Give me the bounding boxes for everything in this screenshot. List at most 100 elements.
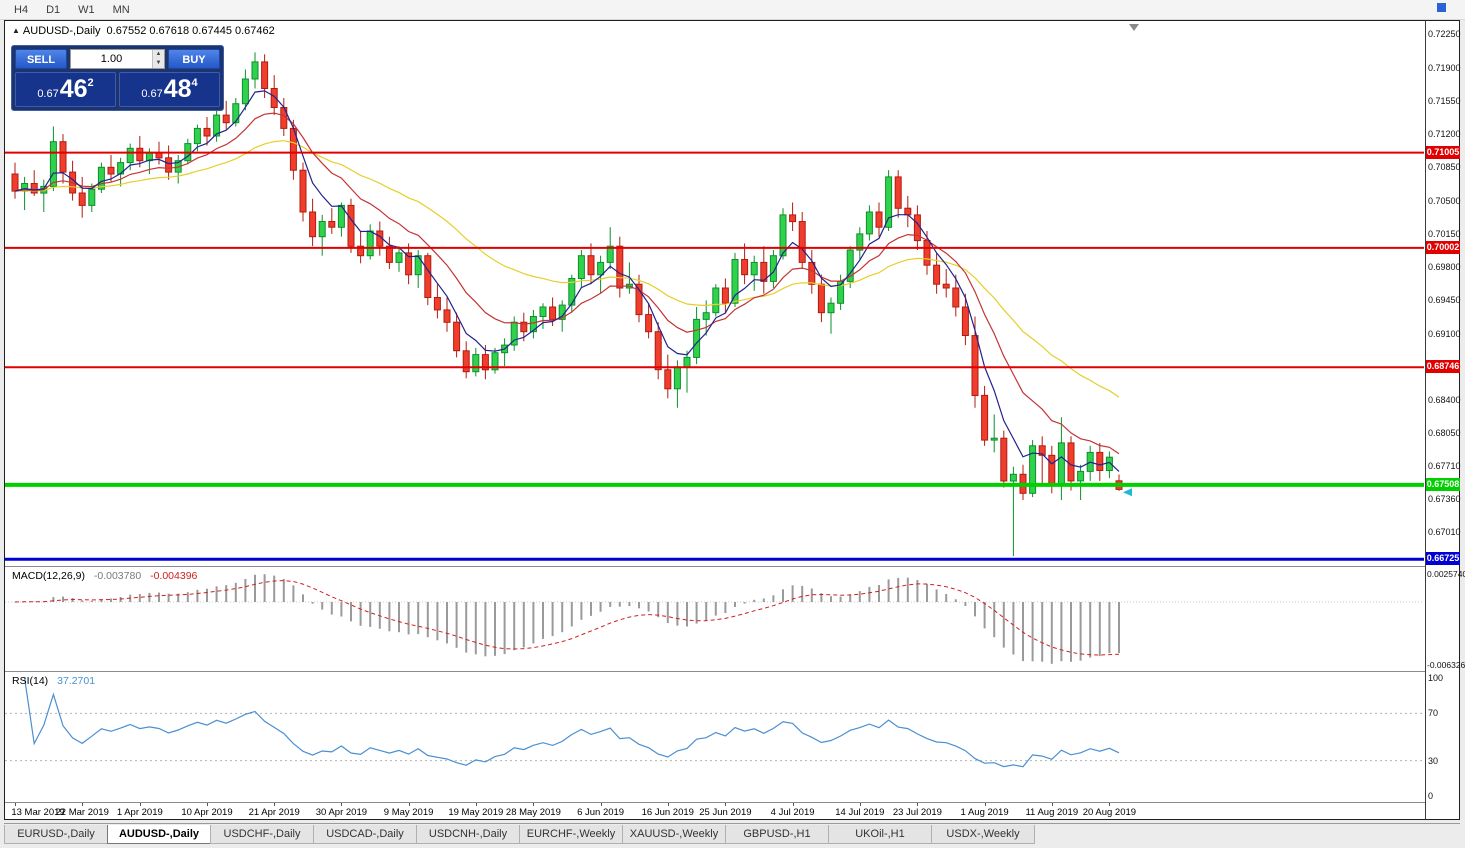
timeframe-toolbar: H4 D1 W1 MN [0,0,1465,20]
candle [462,341,470,379]
macd-signal-value: -0.004396 [150,570,198,582]
tab-usdcad-daily[interactable]: USDCAD-,Daily [313,825,417,844]
buy-price-big: 48 [163,75,192,103]
candle [904,195,912,228]
date-tick [15,803,16,806]
volume-value[interactable]: 1.00 [100,53,123,65]
tab-xauusd-weekly[interactable]: XAUUSD-,Weekly [622,825,726,844]
candle [309,198,317,247]
candle [433,284,441,319]
candle [395,246,403,272]
candle [587,243,595,285]
date-label: 1 Aug 2019 [960,807,1009,818]
price-line-badge: 0.66725 [1426,552,1460,565]
timeframe-button-d1[interactable]: D1 [46,3,61,16]
price-line-badge: 0.71005 [1426,146,1460,159]
chart-ohlc-values: 0.67552 0.67618 0.67445 0.67462 [106,25,275,37]
timeframe-button-mn[interactable]: MN [112,3,130,16]
tab-audusd-daily[interactable]: AUDUSD-,Daily [107,825,211,844]
volume-down-icon[interactable]: ▼ [153,59,164,68]
buy-price-sup: 4 [191,77,198,89]
candle [846,246,854,288]
date-label: 23 Jul 2019 [892,807,942,818]
ma-12-line [14,112,1120,455]
chart-shift-marker-icon[interactable] [1129,24,1139,31]
candles-series [11,52,1123,556]
candle [337,202,345,237]
price-tick-label: 0.69450 [1428,295,1461,305]
tab-ukoil-h1[interactable]: UKOil-,H1 [828,825,932,844]
candle [11,162,19,199]
date-label: 6 Jun 2019 [577,807,625,818]
tab-usdchf-daily[interactable]: USDCHF-,Daily [210,825,314,844]
candle [789,202,797,231]
candle [769,250,777,288]
sell-button[interactable]: SELL [15,49,67,69]
timeframe-button-h4[interactable]: H4 [14,3,29,16]
date-label: 9 May 2019 [383,807,434,818]
pane-splitter[interactable] [5,566,1459,567]
price-tick-label: 0.69100 [1428,329,1461,339]
candle [942,269,950,298]
date-tick [725,803,727,806]
rsi-header: RSI(14) 37.2701 [12,675,95,687]
volume-stepper[interactable]: 1.00 ▲ ▼ [70,49,165,69]
date-tick [792,803,794,806]
pane-splitter[interactable] [5,671,1459,672]
candle [721,278,729,313]
price-axis[interactable]: 0.72250 0.71900 0.71550 0.71200 0.70850 0.705… [1425,21,1465,819]
candle [817,274,825,323]
candle [472,347,480,377]
candle [78,176,86,218]
rsi-level-label: 30 [1428,756,1439,766]
rsi-pane[interactable] [5,672,1424,802]
candle [731,252,739,307]
timeframe-button-w1[interactable]: W1 [78,3,95,16]
date-label: 11 Aug 2019 [1025,807,1079,818]
candle [961,293,969,346]
tab-usdx-weekly[interactable]: USDX-,Weekly [931,825,1035,844]
candle [952,274,960,317]
candle [798,212,806,269]
candle [405,243,413,285]
candle [981,385,989,446]
ma-30-line [14,140,1120,398]
candle [664,354,672,399]
candle [933,252,941,294]
price-tick-label: 0.70500 [1428,196,1461,206]
candle [59,134,67,184]
candle [616,236,624,298]
price-tick-label: 0.67010 [1428,527,1461,537]
price-tick-label: 0.71900 [1428,63,1461,73]
price-tick-label: 0.69800 [1428,262,1461,272]
price-tick-label: 0.68050 [1428,428,1461,438]
volume-up-icon[interactable]: ▲ [153,50,164,59]
chart-window: ▲ AUDUSD-,Daily 0.67552 0.67618 0.67445 0.… [4,20,1465,820]
price-tick-label: 0.71550 [1428,96,1461,106]
price-line-badge: 0.67508 [1426,478,1460,491]
tab-eurusd-daily[interactable]: EURUSD-,Daily [4,825,108,844]
sell-price-box[interactable]: 0.67 46 2 [15,72,116,107]
tab-gbpusd-h1[interactable]: GBPUSD-,H1 [725,825,829,844]
candle [568,274,576,313]
date-label: 10 Apr 2019 [181,807,233,818]
time-axis[interactable]: 13 Mar 2019 22 Mar 2019 1 Apr 2019 10 Apr 2… [5,803,1424,819]
date-tick [667,803,669,806]
candle [865,205,873,241]
date-tick [533,803,535,806]
pane-splitter[interactable] [5,802,1459,803]
date-label: 21 Apr 2019 [248,807,300,818]
main-price-pane[interactable] [5,21,1424,566]
price-tick-label: 0.72250 [1428,29,1461,39]
buy-price-box[interactable]: 0.67 48 4 [119,72,220,107]
tab-eurchf-weekly[interactable]: EURCHF-,Weekly [519,825,623,844]
buy-button[interactable]: BUY [168,49,220,69]
candle [1029,440,1037,498]
candle [328,208,336,234]
tab-usdcnh-daily[interactable]: USDCNH-,Daily [416,825,520,844]
one-click-collapse-icon[interactable]: ▲ [12,26,20,35]
macd-pane[interactable] [5,567,1424,671]
candle [1038,436,1046,484]
candle [501,338,509,366]
date-tick [207,803,208,806]
